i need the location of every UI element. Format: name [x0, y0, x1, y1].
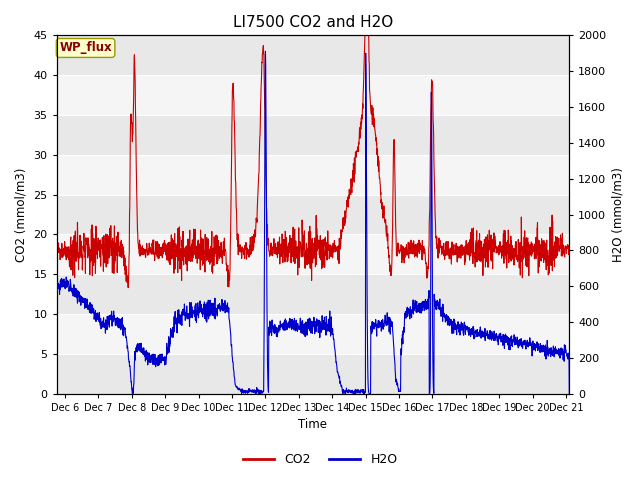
Bar — [57, 115, 570, 155]
Title: LI7500 CO2 and H2O: LI7500 CO2 and H2O — [233, 15, 393, 30]
Y-axis label: H2O (mmol/m3): H2O (mmol/m3) — [612, 167, 625, 262]
Bar — [57, 314, 570, 354]
Bar — [57, 75, 570, 115]
Bar — [57, 275, 570, 314]
Bar — [57, 354, 570, 394]
Bar — [57, 235, 570, 275]
Y-axis label: CO2 (mmol/m3): CO2 (mmol/m3) — [15, 168, 28, 262]
Bar — [57, 36, 570, 75]
Bar — [57, 195, 570, 235]
Bar — [57, 155, 570, 195]
Legend: CO2, H2O: CO2, H2O — [237, 448, 403, 471]
X-axis label: Time: Time — [298, 419, 328, 432]
Text: WP_flux: WP_flux — [60, 41, 112, 54]
